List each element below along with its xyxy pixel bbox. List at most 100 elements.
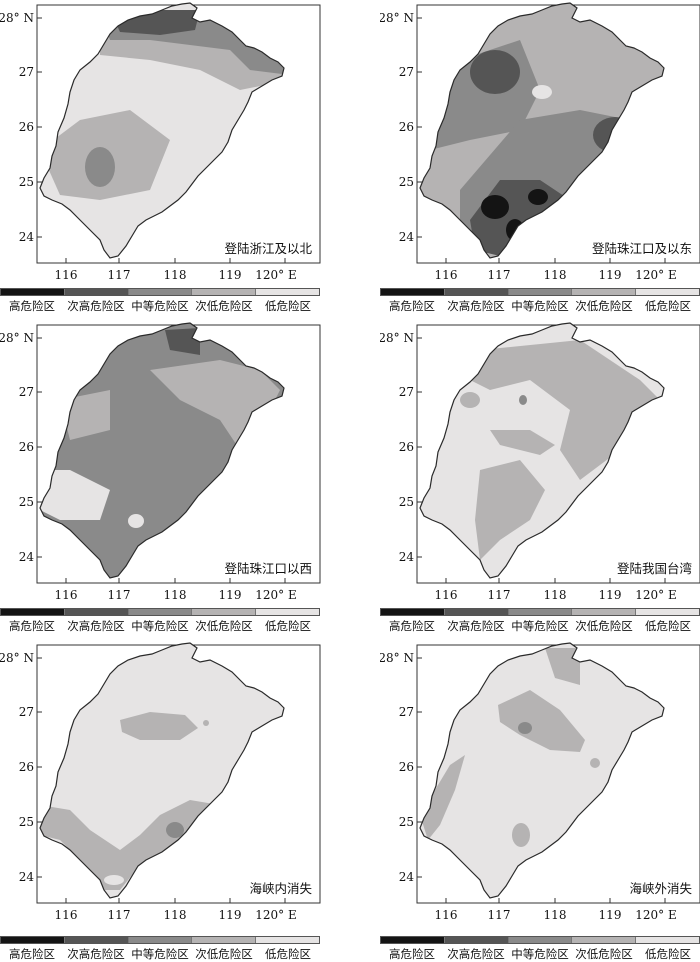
legend-swatch-medium — [128, 289, 193, 295]
map-svg: 116 117 118 119 120° E 28° N 27 26 25 24… — [380, 322, 700, 602]
legend-swatch-high — [1, 289, 65, 295]
legend-label: 次高危险区 — [67, 619, 125, 633]
legend-swatch-mid-low — [572, 289, 637, 295]
legend: 高危险区 次高危险区 中等危险区 次低危险区 低危险区 — [380, 288, 700, 314]
lat-ticks: 28° N 27 26 25 24 — [380, 11, 422, 244]
legend-color-bar — [380, 288, 700, 296]
lon-tick-label: 118 — [544, 908, 567, 922]
legend-swatch-high — [381, 937, 445, 943]
legend-swatch-mid-high — [444, 289, 509, 295]
legend-label: 高危险区 — [9, 619, 55, 633]
legend-color-bar — [0, 608, 320, 616]
lat-tick-label: 27 — [19, 65, 34, 79]
lat-tick-label: 24 — [19, 870, 35, 884]
legend-swatch-mid-low — [572, 609, 637, 615]
legend-swatch-medium — [508, 937, 573, 943]
lon-tick-label: 116 — [55, 908, 78, 922]
map-panel-3: 116 117 118 119 120° E 28° N 27 26 25 24… — [0, 320, 350, 640]
legend-label: 次低危险区 — [575, 619, 633, 633]
lon-tick-label: 116 — [435, 268, 458, 282]
lat-tick-label: 25 — [19, 815, 34, 829]
lon-tick-label: 118 — [164, 268, 187, 282]
lon-ticks: 116 117 118 119 120° E — [55, 898, 297, 922]
map-panel-6: 116 117 118 119 120° E 28° N 27 26 25 24… — [380, 640, 700, 961]
lon-tick-label: 117 — [108, 588, 131, 602]
legend-swatch-mid-low — [192, 609, 257, 615]
lon-tick-label: 120° E — [255, 588, 296, 602]
map-svg: 116 117 118 119 120° E 28° N 27 26 25 24… — [380, 2, 700, 282]
lon-tick-label: 119 — [219, 588, 242, 602]
lat-tick-label: 26 — [19, 120, 34, 134]
panel-label: 登陆珠江口及以东 — [592, 241, 692, 256]
lat-tick-label: 24 — [19, 230, 35, 244]
legend-color-bar — [380, 608, 700, 616]
lon-tick-label: 119 — [599, 908, 622, 922]
legend-label: 高危险区 — [389, 619, 435, 633]
legend-swatch-medium — [508, 609, 573, 615]
lon-tick-label: 119 — [219, 908, 242, 922]
legend-swatch-low — [636, 289, 699, 295]
lon-tick-label: 117 — [108, 908, 131, 922]
lon-tick-label: 117 — [488, 588, 511, 602]
lat-tick-label: 24 — [399, 230, 415, 244]
legend-swatch-mid-low — [572, 937, 637, 943]
legend: 高危险区 次高危险区 中等危险区 次低危险区 低危险区 — [0, 288, 320, 314]
lat-tick-label: 25 — [399, 815, 414, 829]
lat-tick-label: 28° N — [380, 651, 414, 665]
legend-label: 次低危险区 — [195, 619, 253, 633]
legend-label: 高危险区 — [9, 947, 55, 961]
legend-color-bar — [380, 936, 700, 944]
map-svg: 116 117 118 119 120° E 28° N 27 26 25 24… — [0, 2, 321, 282]
lon-tick-label: 119 — [599, 588, 622, 602]
lat-tick-label: 27 — [399, 65, 414, 79]
lon-tick-label: 119 — [599, 268, 622, 282]
lon-tick-label: 117 — [488, 908, 511, 922]
legend-swatch-low — [636, 609, 699, 615]
lat-tick-label: 26 — [399, 760, 414, 774]
lon-tick-label: 119 — [219, 268, 242, 282]
legend-swatch-mid-low — [192, 289, 257, 295]
lat-tick-label: 28° N — [0, 331, 34, 345]
legend-label: 低危险区 — [265, 619, 311, 633]
map-panel-2: 116 117 118 119 120° E 28° N 27 26 25 24… — [380, 0, 700, 320]
lat-tick-label: 24 — [399, 550, 415, 564]
panel-label: 登陆浙江及以北 — [224, 241, 312, 256]
map-panel-5: 116 117 118 119 120° E 28° N 27 26 25 24… — [0, 640, 350, 961]
lon-tick-label: 116 — [435, 588, 458, 602]
legend-swatch-mid-high — [64, 609, 129, 615]
lon-tick-label: 118 — [544, 268, 567, 282]
lon-tick-label: 120° E — [635, 268, 676, 282]
legend-label: 次高危险区 — [447, 947, 505, 961]
legend-swatch-mid-low — [192, 937, 257, 943]
lat-tick-label: 27 — [399, 385, 414, 399]
lat-ticks: 28° N 27 26 25 24 — [0, 331, 42, 564]
lat-tick-label: 28° N — [0, 11, 34, 25]
lon-ticks: 116 117 118 119 120° E — [435, 258, 677, 282]
lon-tick-label: 120° E — [635, 588, 676, 602]
legend-label: 次低危险区 — [195, 947, 253, 961]
legend-swatch-mid-high — [64, 937, 129, 943]
lon-ticks: 116 117 118 119 120° E — [55, 258, 297, 282]
legend-swatch-mid-high — [64, 289, 129, 295]
lon-tick-label: 116 — [55, 588, 78, 602]
legend-color-bar — [0, 936, 320, 944]
lat-ticks: 28° N 27 26 25 24 — [0, 11, 42, 244]
legend-label: 低危险区 — [645, 947, 691, 961]
legend-label: 次高危险区 — [447, 619, 505, 633]
lat-tick-label: 25 — [399, 175, 414, 189]
lon-tick-label: 118 — [544, 588, 567, 602]
legend-label: 次低危险区 — [195, 299, 253, 313]
lon-tick-label: 120° E — [255, 268, 296, 282]
lat-ticks: 28° N 27 26 25 24 — [0, 651, 42, 884]
map-panel-1: 116 117 118 119 120° E 28° N 27 26 25 24… — [0, 0, 350, 320]
legend-swatch-high — [1, 937, 65, 943]
lon-ticks: 116 117 118 119 120° E — [435, 898, 677, 922]
map-panel-4: 116 117 118 119 120° E 28° N 27 26 25 24… — [380, 320, 700, 640]
legend-label: 高危险区 — [389, 947, 435, 961]
panel-label: 登陆我国台湾 — [617, 561, 692, 576]
legend-swatch-low — [636, 937, 699, 943]
legend-label: 低危险区 — [645, 619, 691, 633]
legend-label: 次低危险区 — [575, 947, 633, 961]
legend-label: 次高危险区 — [67, 299, 125, 313]
lat-tick-label: 27 — [399, 705, 414, 719]
